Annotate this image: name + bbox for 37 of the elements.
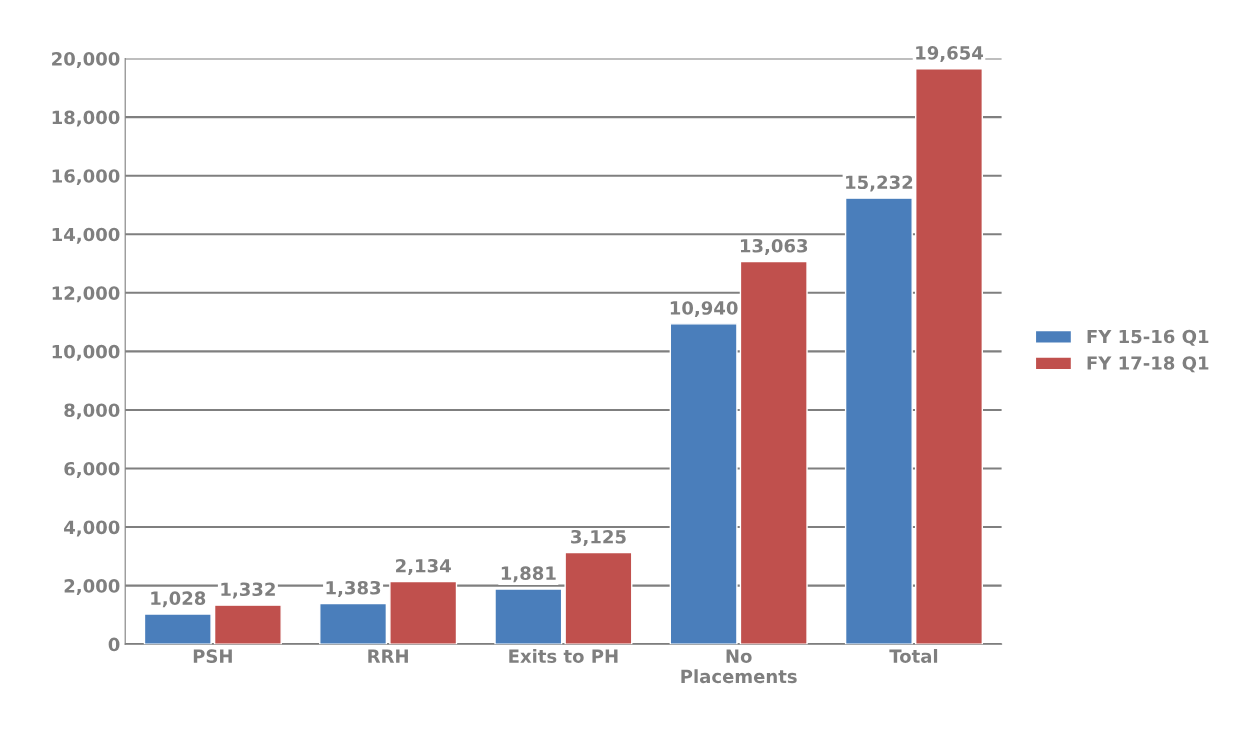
data-label: 10,940 xyxy=(670,301,738,318)
bar xyxy=(739,260,808,645)
y-tick-label: 2,000 xyxy=(64,579,120,596)
x-tick-label: Total xyxy=(889,649,938,663)
y-tick-label: 8,000 xyxy=(64,403,120,420)
x-tick-label: No Placements xyxy=(681,649,797,684)
y-tick-label: 18,000 xyxy=(52,110,120,127)
x-tick-label: Exits to PH xyxy=(509,649,618,663)
legend-label: FY 17-18 Q1 xyxy=(1087,356,1209,373)
y-tick-label: 0 xyxy=(108,637,120,652)
data-label: 1,332 xyxy=(221,582,275,599)
y-tick-label: 10,000 xyxy=(52,344,120,361)
y-tick-label: 20,000 xyxy=(52,52,120,68)
y-tick-label: 12,000 xyxy=(52,286,120,303)
y-tick-label: 16,000 xyxy=(52,169,120,186)
data-label: 1,028 xyxy=(151,591,206,608)
bar xyxy=(564,551,633,645)
data-label: 1,383 xyxy=(326,580,381,597)
legend-label: FY 15-16 Q1 xyxy=(1087,329,1209,346)
bar xyxy=(844,197,913,645)
y-tick-label: 14,000 xyxy=(52,227,120,244)
bar xyxy=(494,588,563,645)
data-label: 1,881 xyxy=(501,566,556,583)
data-label: 3,125 xyxy=(571,529,626,546)
x-tick-label: RRH xyxy=(368,649,408,663)
y-tick-label: 6,000 xyxy=(64,461,120,478)
bar xyxy=(669,323,738,645)
bar xyxy=(319,602,388,645)
data-label: 13,063 xyxy=(740,238,808,255)
bar xyxy=(213,604,282,645)
y-tick-label: 4,000 xyxy=(64,520,120,537)
data-label: 2,134 xyxy=(396,558,451,575)
bar xyxy=(389,580,458,645)
data-label: 19,654 xyxy=(916,46,984,62)
bar xyxy=(143,613,212,645)
data-label: 15,232 xyxy=(846,175,913,192)
x-tick-label: PSH xyxy=(193,649,232,663)
